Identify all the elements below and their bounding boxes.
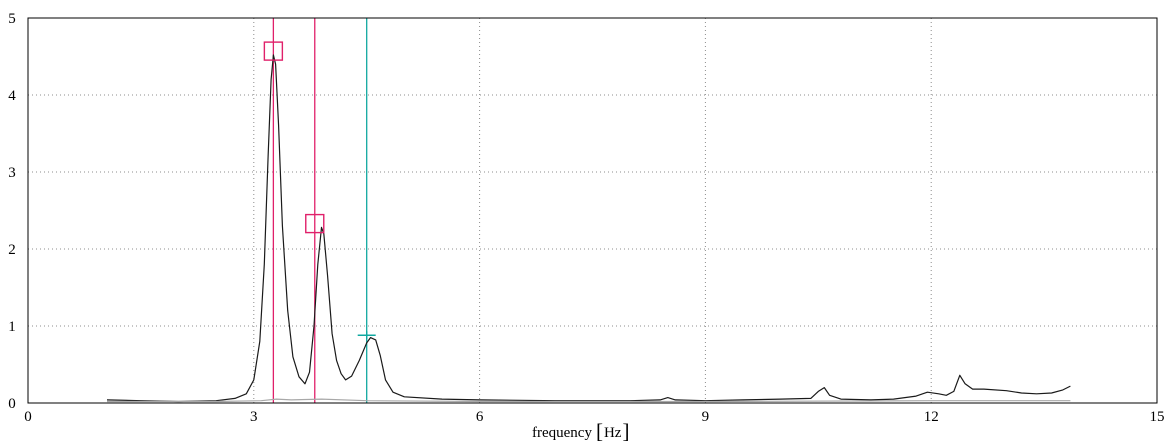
x-axis-unit-close-bracket: ]	[622, 419, 629, 441]
grid-lines	[28, 18, 1157, 403]
x-axis-unit-open-bracket: [	[596, 419, 603, 441]
plot-frame	[27, 17, 1158, 404]
x-tick-label: 0	[24, 409, 32, 425]
spectrum-series	[107, 398, 1071, 403]
peak-markers	[263, 41, 376, 340]
peak-marker	[263, 41, 284, 61]
y-tick-label: 2	[8, 242, 16, 258]
x-tick-label: 15	[1150, 409, 1165, 425]
x-tick-label: 6	[476, 409, 484, 425]
cursor-marker	[357, 331, 376, 340]
x-axis-title: frequency	[532, 425, 592, 441]
x-tick-label: 3	[250, 409, 258, 425]
x-axis-label: frequency [ Hz ]	[532, 419, 629, 441]
x-tick-label: 9	[702, 409, 710, 425]
x-axis-unit: Hz	[604, 425, 622, 441]
series-layer	[106, 54, 1071, 403]
spectrum-series	[106, 54, 1071, 403]
y-tick-label: 3	[8, 165, 16, 181]
x-tick-label: 12	[924, 409, 939, 425]
cursor-lines[interactable]	[272, 18, 368, 403]
y-tick-label: 1	[8, 319, 16, 335]
y-tick-label: 4	[8, 88, 16, 104]
peak-marker	[305, 213, 325, 234]
y-tick-label: 0	[8, 396, 16, 412]
y-tick-label: 5	[8, 11, 16, 27]
